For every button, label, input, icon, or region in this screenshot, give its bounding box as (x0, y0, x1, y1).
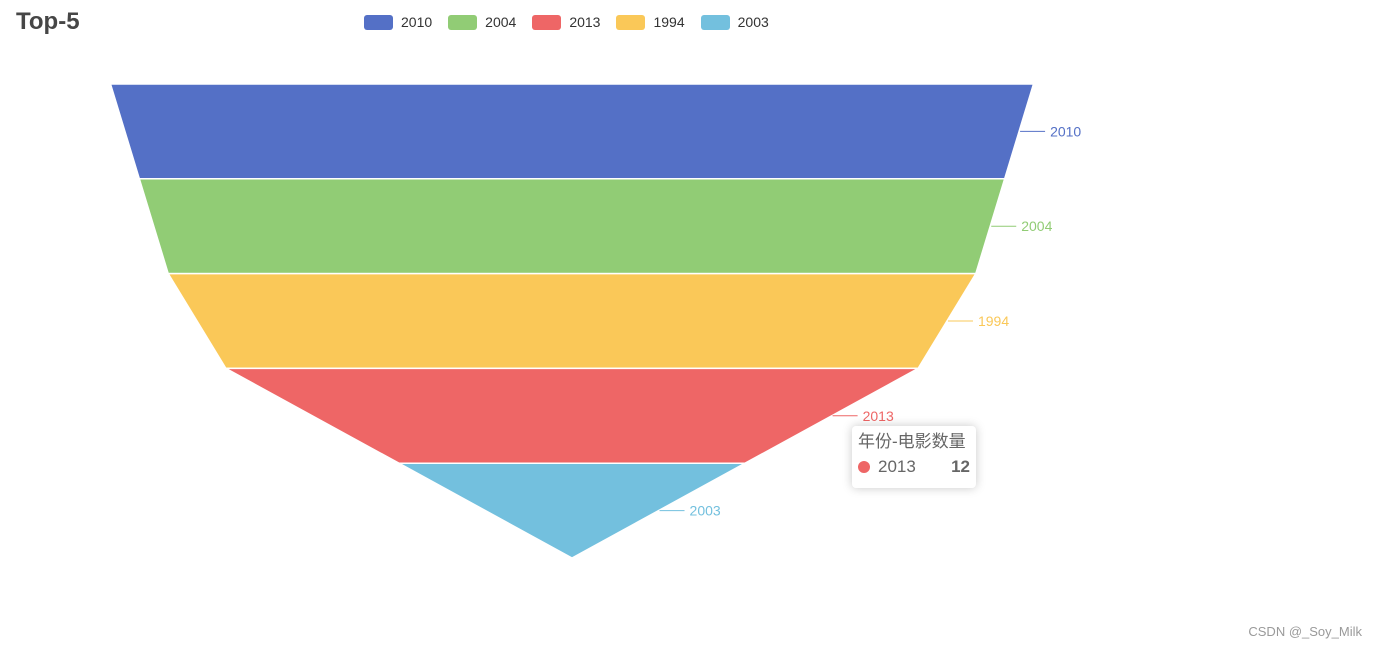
legend-swatch-2010 (364, 14, 393, 30)
legend-item-1994[interactable]: 1994 (616, 14, 685, 30)
funnel-segment-2013[interactable] (225, 367, 919, 464)
legend-swatch-2013 (532, 14, 562, 30)
legend-swatch-1994 (616, 14, 646, 30)
funnel-label-2013: 2013 (863, 408, 894, 424)
funnel-segment-2010[interactable] (109, 83, 1035, 180)
legend-label-2010: 2010 (401, 14, 433, 30)
tooltip-title: 年份-电影数量 (858, 432, 966, 451)
tooltip-value: 12 (951, 457, 970, 476)
watermark: CSDN @_Soy_Milk (1248, 624, 1362, 639)
legend-item-2004[interactable]: 2004 (448, 14, 516, 30)
legend-label-2013: 2013 (569, 14, 601, 30)
funnel-label-2010: 2010 (1050, 123, 1081, 139)
tooltip: 年份-电影数量 2013 12 (852, 426, 976, 488)
funnel-label-1994: 1994 (978, 313, 1009, 329)
legend-item-2010[interactable]: 2010 (364, 14, 432, 30)
legend-label-2003: 2003 (737, 14, 769, 30)
tooltip-marker (858, 461, 870, 473)
legend: 2010 2004 2013 1994 2003 (364, 14, 769, 30)
tooltip-series-name: 2013 (878, 457, 916, 476)
funnel-label-2004: 2004 (1021, 218, 1052, 234)
legend-swatch-2003 (700, 14, 730, 30)
tooltip-row: 2013 12 (858, 454, 970, 480)
legend-swatch-2004 (448, 14, 478, 30)
funnel-segment-1994[interactable] (166, 272, 978, 370)
legend-item-2013[interactable]: 2013 (532, 14, 600, 30)
legend-label-1994: 1994 (653, 14, 685, 30)
funnel-segment-2004[interactable] (138, 178, 1006, 275)
chart-title: Top-5 (16, 8, 80, 35)
funnel-segment-2003[interactable] (398, 462, 746, 559)
funnel-label-2003: 2003 (690, 503, 721, 519)
legend-label-2004: 2004 (485, 14, 517, 30)
legend-item-2003[interactable]: 2003 (700, 14, 769, 30)
